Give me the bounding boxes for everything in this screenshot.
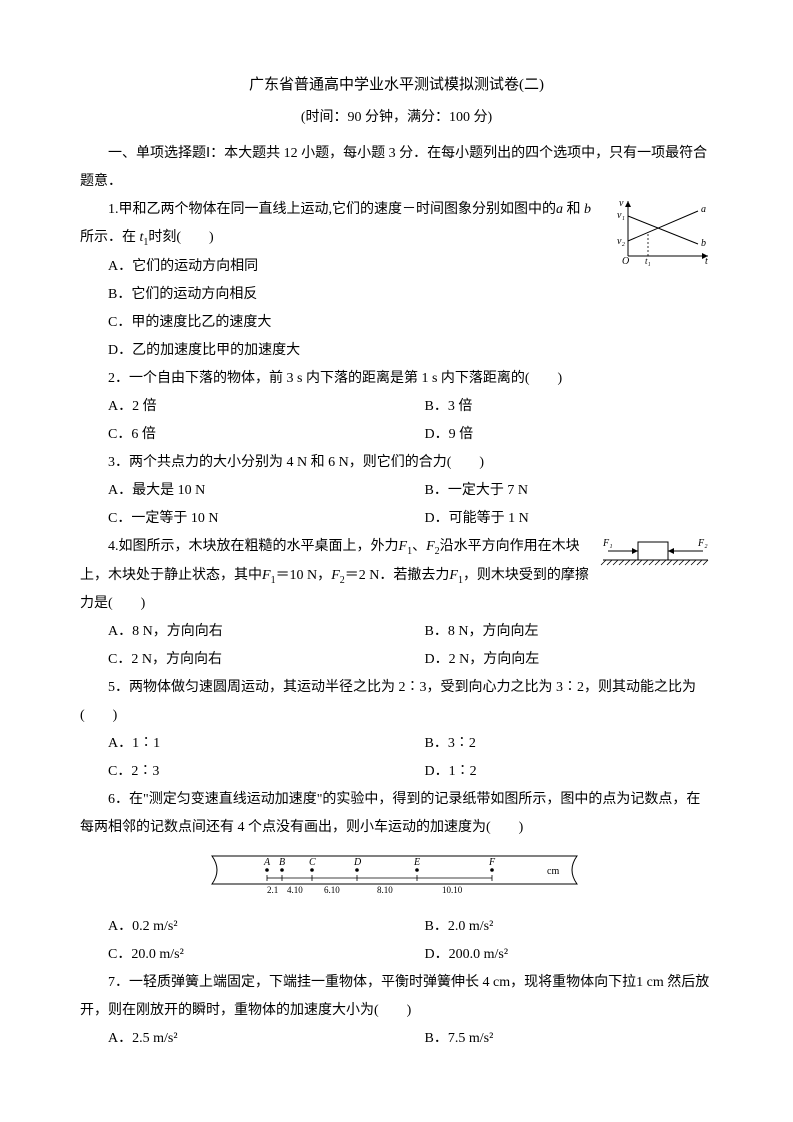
q3-opt-a: A．最大是 10 N [80, 477, 397, 505]
q1-t4: 时刻( ) [148, 230, 213, 245]
svg-text:D: D [353, 857, 362, 868]
svg-text:10.10: 10.10 [442, 885, 463, 895]
q2-opt-a: A．2 倍 [80, 393, 397, 421]
svg-text:F: F [488, 857, 496, 868]
page-title: 广东省普通高中学业水平测试模拟测试卷(二) [80, 70, 713, 100]
svg-text:A: A [263, 857, 271, 868]
svg-text:v₂: v₂ [617, 236, 625, 247]
svg-text:O: O [622, 256, 629, 266]
q6-figure: A B C D E F 2.1 4.10 6.10 8.10 10.10 cm [80, 848, 713, 907]
q6-stem: 6．在"测定匀变速直线运动加速度"的实验中，得到的记录纸带如图所示，图中的点为记… [80, 786, 713, 842]
q4-stem: 4.如图所示，木块放在粗糙的水平桌面上，外力F1、F2沿水平方向作用在木块上，木… [80, 533, 713, 619]
section-header: 一、单项选择题Ⅰ：本大题共 12 小题，每小题 3 分．在每小题列出的四个选项中… [80, 140, 713, 196]
q2-stem: 2．一个自由下落的物体，前 3 s 内下落的距离是第 1 s 内下落距离的( ) [80, 365, 713, 393]
q1-t3: 所示．在 [80, 230, 136, 245]
svg-text:v₁: v₁ [617, 210, 625, 221]
q1-opt-c: C．甲的速度比乙的速度大 [80, 309, 713, 337]
svg-text:v: v [619, 198, 624, 209]
q3-opt-d: D．可能等于 1 N [397, 505, 714, 533]
q1-t2: 和 [567, 202, 581, 217]
q1-opt-d: D．乙的加速度比甲的加速度大 [80, 337, 713, 365]
q3-opt-c: C．一定等于 10 N [80, 505, 397, 533]
q4-t2: 、 [412, 539, 426, 554]
q5-stem: 5．两物体做匀速圆周运动，其运动半径之比为 2∶3，受到向心力之比为 3∶2，则… [80, 674, 713, 730]
q1-text: 1.甲和乙两个物体在同一直线上运动,它们的速度－时间图象分别如图中的 [108, 202, 556, 217]
q3-opt-b: B．一定大于 7 N [397, 477, 714, 505]
q4-opt-c: C．2 N，方向向右 [80, 646, 397, 674]
q4-t4: ＝10 N， [276, 568, 332, 583]
q2-opt-c: C．6 倍 [80, 421, 397, 449]
q4-opt-a: A．8 N，方向向右 [80, 618, 397, 646]
svg-text:E: E [413, 857, 420, 868]
q7-opt-a: A．2.5 m/s² [80, 1025, 397, 1053]
q4-t1: 4.如图所示，木块放在粗糙的水平桌面上，外力 [108, 539, 399, 554]
svg-text:t: t [705, 256, 708, 266]
svg-text:a: a [701, 204, 706, 215]
q6-opt-c: C．20.0 m/s² [80, 941, 397, 969]
svg-text:6.10: 6.10 [324, 885, 340, 895]
q6-opt-d: D．200.0 m/s² [397, 941, 714, 969]
svg-text:B: B [279, 857, 285, 868]
q2-opt-b: B．3 倍 [397, 393, 714, 421]
q5-opt-a: A．1∶1 [80, 730, 397, 758]
q6-opt-a: A．0.2 m/s² [80, 913, 397, 941]
q2-opt-d: D．9 倍 [397, 421, 714, 449]
q4-t5: ＝2 N．若撤去力 [345, 568, 450, 583]
svg-text:F₁: F₁ [602, 538, 613, 549]
q5-opt-c: C．2∶3 [80, 758, 397, 786]
q3-stem: 3．两个共点力的大小分别为 4 N 和 6 N，则它们的合力( ) [80, 449, 713, 477]
q6-opt-b: B．2.0 m/s² [397, 913, 714, 941]
page-subtitle: (时间：90 分钟，满分：100 分) [80, 104, 713, 132]
q1-figure: a b v₁ v₂ v O t₁ t [613, 196, 713, 266]
q5-opt-b: B．3∶2 [397, 730, 714, 758]
q7-stem: 7．一轻质弹簧上端固定，下端挂一重物体，平衡时弹簧伸长 4 cm，现将重物体向下… [80, 969, 713, 1025]
q1-stem: 1.甲和乙两个物体在同一直线上运动,它们的速度－时间图象分别如图中的a 和 b … [80, 196, 713, 253]
svg-text:b: b [701, 238, 706, 249]
svg-text:cm: cm [547, 866, 559, 877]
svg-text:t₁: t₁ [645, 256, 651, 266]
q1-opt-b: B．它们的运动方向相反 [80, 281, 713, 309]
q7-opt-b: B．7.5 m/s² [397, 1025, 714, 1053]
svg-text:C: C [309, 857, 316, 868]
svg-text:F₂: F₂ [697, 538, 708, 549]
svg-text:4.10: 4.10 [287, 885, 303, 895]
svg-text:2.1: 2.1 [267, 885, 278, 895]
q5-opt-d: D．1∶2 [397, 758, 714, 786]
svg-text:8.10: 8.10 [377, 885, 393, 895]
q4-opt-b: B．8 N，方向向左 [397, 618, 714, 646]
q4-figure: F₁ F₂ [598, 535, 713, 570]
q4-opt-d: D．2 N，方向向左 [397, 646, 714, 674]
